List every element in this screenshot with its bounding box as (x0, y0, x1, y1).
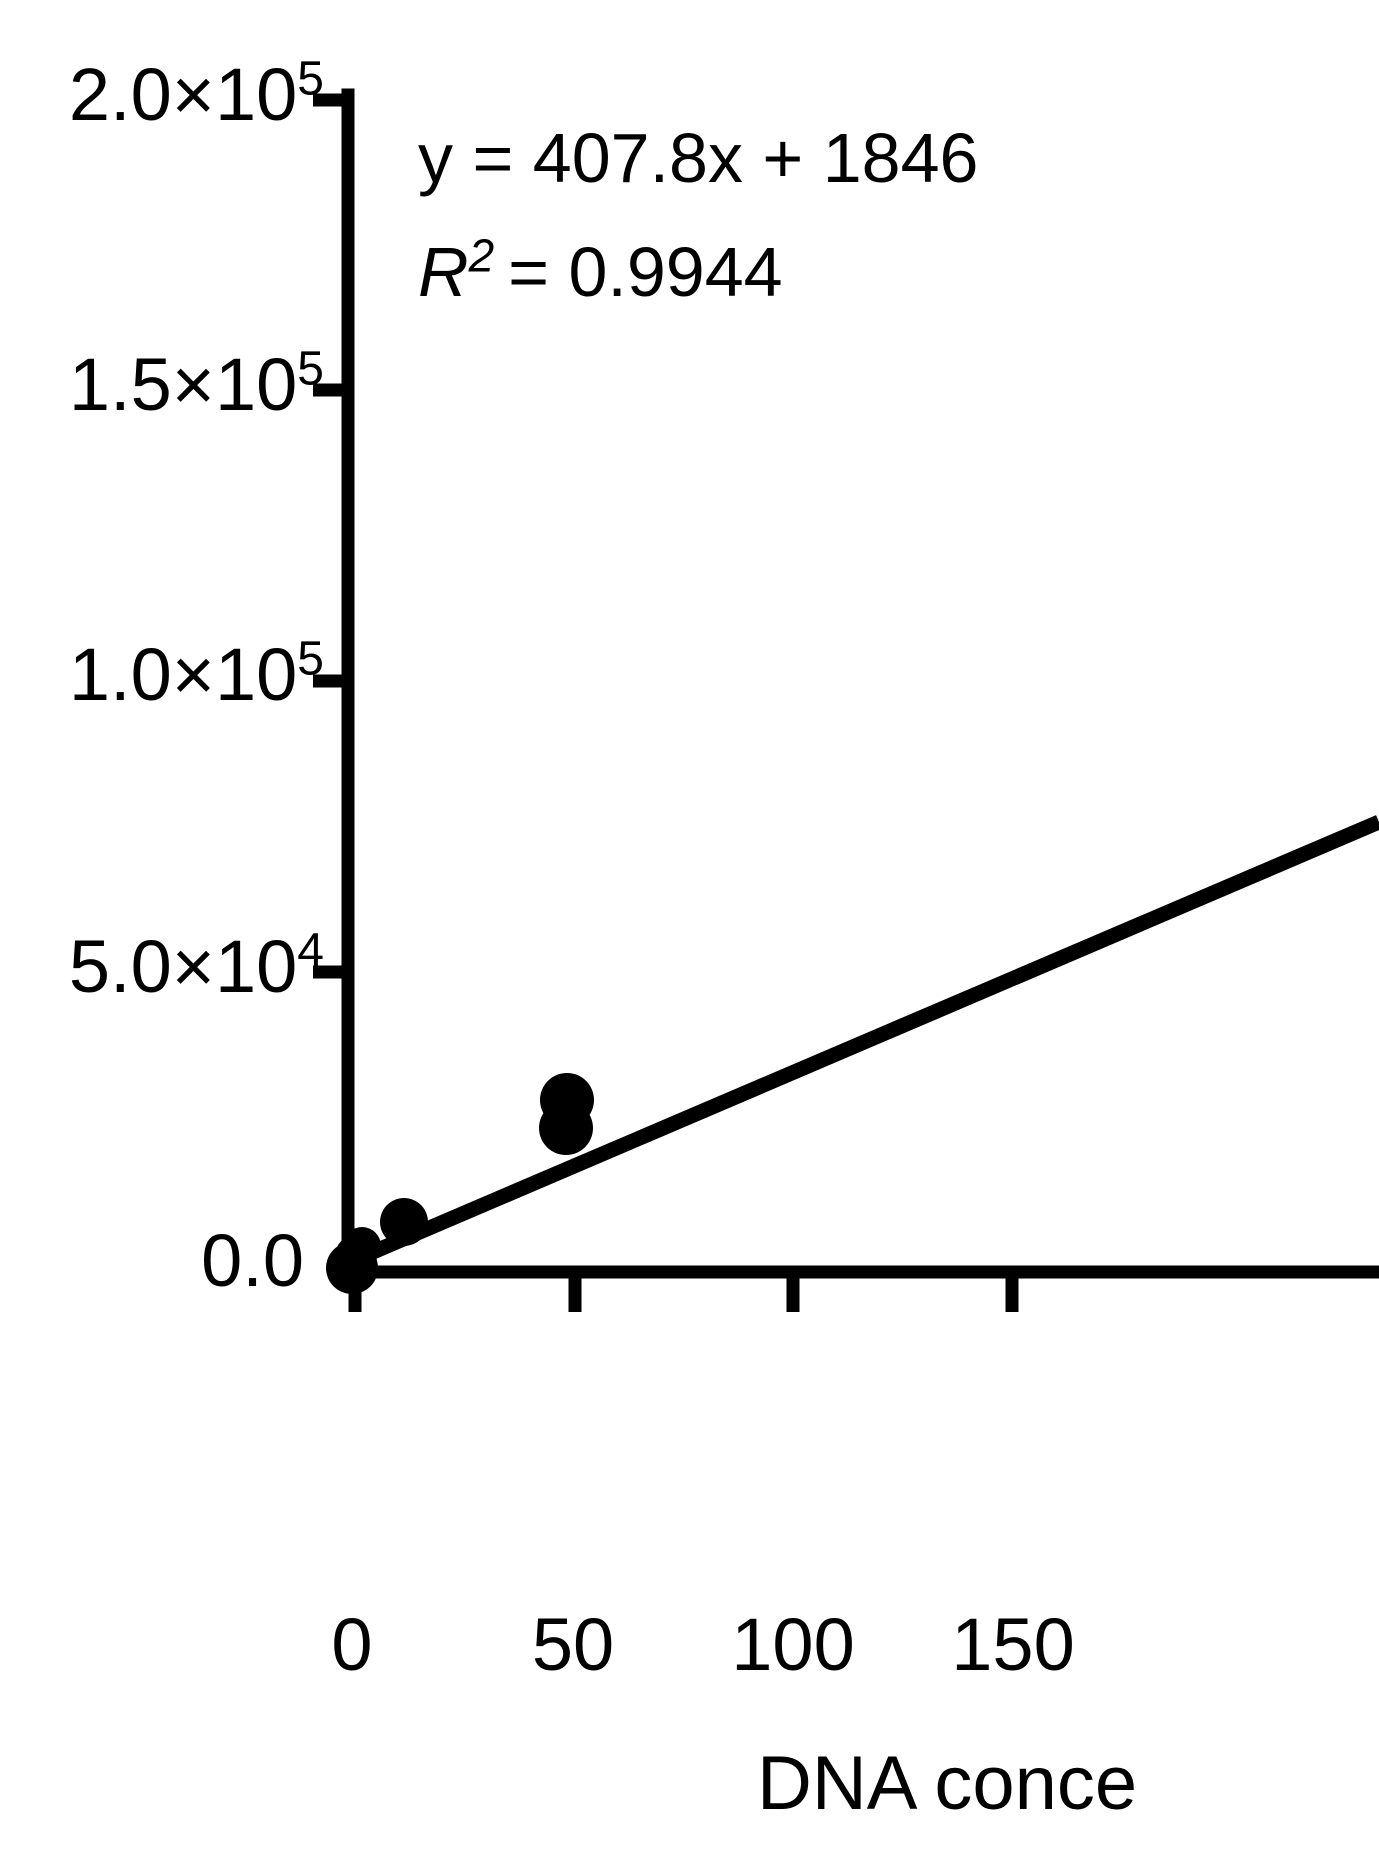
x-tick-label-50: 50 (531, 1603, 615, 1686)
y-tick-mantissa: 1.0×10 (68, 633, 298, 716)
y-tick-mantissa: 1.5×10 (68, 343, 298, 426)
x-tick-label-100: 100 (731, 1603, 855, 1686)
y-axis-ticks (313, 93, 348, 979)
equation-text: y = 407.8x + 1846 (418, 119, 979, 197)
r-squared-symbol: R (418, 233, 469, 311)
y-tick-label-200000: 2.0×105 (69, 55, 324, 132)
data-points (326, 1073, 594, 1294)
regression-fit-line (349, 815, 1379, 1268)
data-point (343, 1227, 381, 1265)
y-tick-label-50000: 5.0×104 (69, 927, 324, 1004)
r-squared-value: = 0.9944 (508, 233, 783, 311)
data-point (539, 1101, 593, 1155)
y-tick-label-150000: 1.5×105 (69, 345, 324, 422)
y-tick-label-100000: 1.0×105 (69, 635, 324, 712)
regression-equation-annotation: y = 407.8x + 1846 (418, 118, 978, 198)
y-tick-mantissa: 5.0×10 (68, 925, 298, 1008)
r-squared-exponent: 2 (468, 229, 495, 282)
y-tick-mantissa: 2.0×10 (68, 53, 298, 136)
r-squared-annotation: R2 = 0.9944 (418, 232, 783, 312)
data-point (380, 1198, 428, 1246)
y-tick-mantissa: 0.0 (201, 1219, 304, 1302)
x-tick-label-150: 150 (951, 1603, 1075, 1686)
y-tick-label-0: 0.0 (201, 1224, 304, 1298)
x-tick-label-0: 0 (331, 1603, 373, 1686)
x-axis-title: DNA conce (757, 1741, 1138, 1826)
